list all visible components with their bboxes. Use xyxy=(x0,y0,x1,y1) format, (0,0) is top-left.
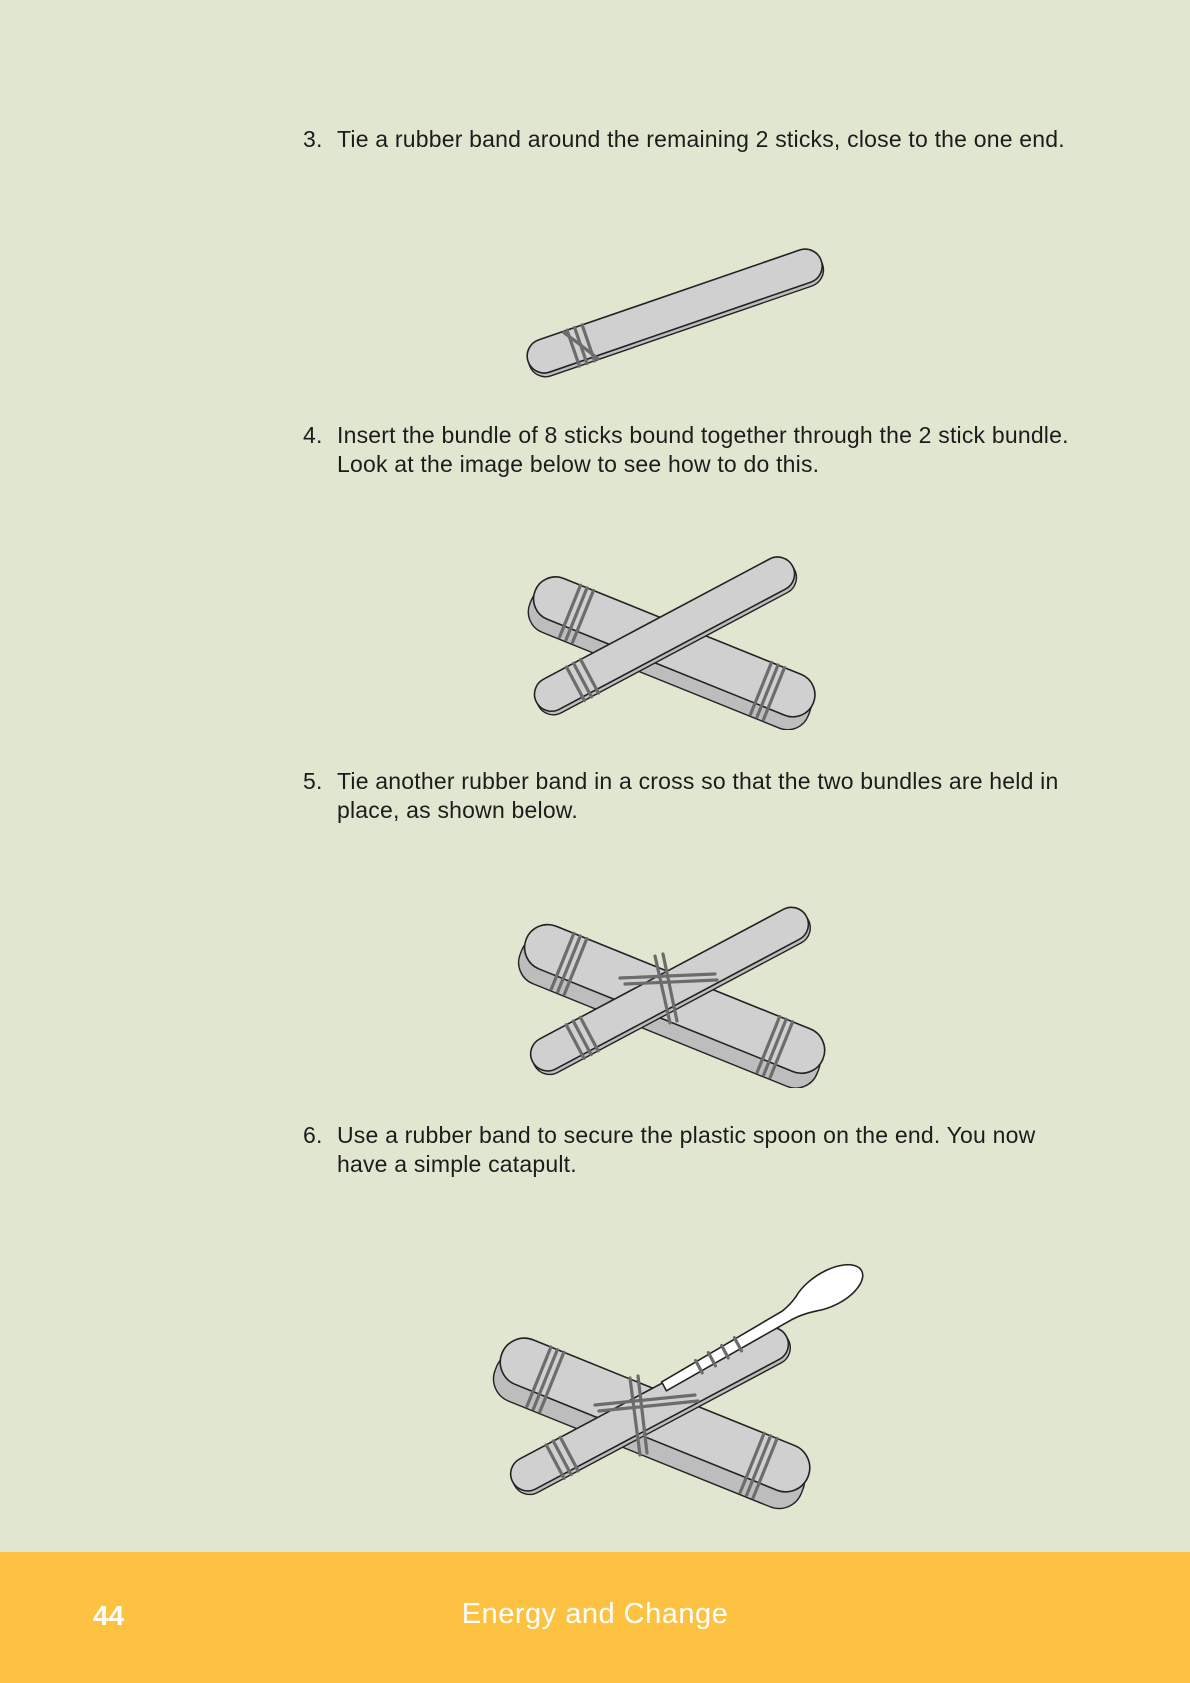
cross-tied-illustration xyxy=(517,906,826,1088)
page-number: 44 xyxy=(93,1600,125,1631)
step-number: 4. xyxy=(303,422,323,448)
step-number: 5. xyxy=(303,768,323,794)
footer-bar: 44 Energy and Change xyxy=(0,1552,1190,1683)
step-4: 4. Insert the bundle of 8 sticks bound t… xyxy=(303,421,1083,479)
step-6: 6. Use a rubber band to secure the plast… xyxy=(303,1121,1083,1179)
step-text: Tie another rubber band in a cross so th… xyxy=(337,768,1059,823)
step-5: 5. Tie another rubber band in a cross so… xyxy=(303,767,1083,825)
two-stick-bundle-illustration xyxy=(526,248,825,378)
spoon xyxy=(660,1263,864,1392)
bundles-inserted-illustration xyxy=(527,556,816,730)
step-text: Use a rubber band to secure the plastic … xyxy=(337,1122,1036,1177)
catapult-illustration xyxy=(492,1263,864,1510)
step-3: 3. Tie a rubber band around the remainin… xyxy=(303,125,1083,154)
step-text: Tie a rubber band around the remaining 2… xyxy=(337,126,1065,152)
step-number: 6. xyxy=(303,1122,323,1148)
step-number: 3. xyxy=(303,126,323,152)
step-text: Insert the bundle of 8 sticks bound toge… xyxy=(337,422,1069,477)
footer-title: Energy and Change xyxy=(461,1598,729,1630)
